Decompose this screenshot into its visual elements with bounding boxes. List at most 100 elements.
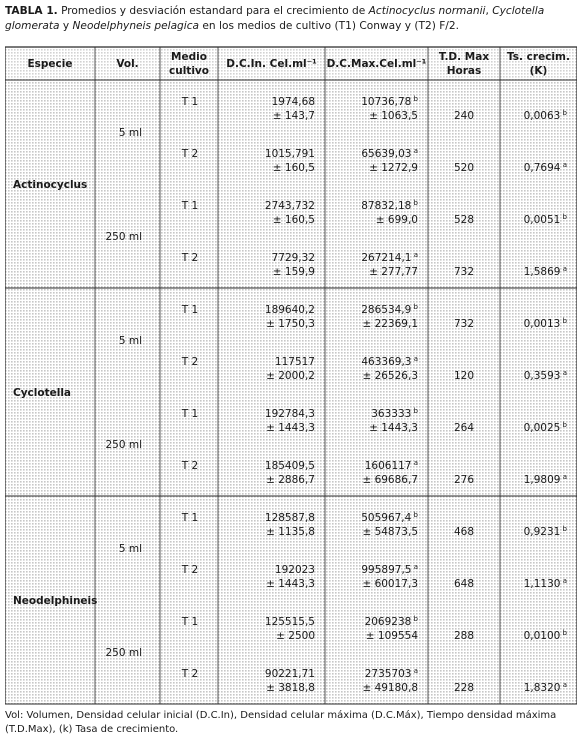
caption-label: TABLA 1.: [5, 5, 58, 17]
k-value: 1,1130 a: [524, 577, 567, 590]
dcin-value: 192784,3: [265, 408, 315, 420]
medio-cell: T 2: [181, 668, 198, 680]
dcin-sd: ± 160,5: [273, 214, 315, 226]
tdmax-value: 228: [454, 682, 474, 694]
tdmax-value: 732: [454, 266, 474, 278]
col-header-tscrecim: Ts. crecim.: [507, 51, 570, 63]
col-header-vol: Vol.: [116, 58, 138, 70]
caption-species-1: Actinocyclus normanii: [368, 5, 486, 17]
dcin-value: 117517: [275, 356, 315, 368]
volume-label: 250 ml: [105, 231, 142, 243]
dcin-sd: ± 2500: [276, 630, 315, 642]
tdmax-value: 264: [454, 422, 474, 434]
dcmax-sd: ± 54873,5: [362, 526, 418, 538]
medio-cell: T 2: [181, 460, 198, 472]
dcmax-value: 2735703 a: [365, 667, 418, 680]
tdmax-value: 240: [454, 110, 474, 122]
caption-species-3: Neodelphyneis pelagica: [72, 20, 200, 32]
col-header-especie: Especie: [27, 58, 72, 70]
medio-cell: T 1: [181, 616, 198, 628]
caption-text-1: Promedios y desviación estandard para el…: [57, 5, 369, 17]
caption-text-2: en los medios de cultivo (T1) Conway y (…: [199, 20, 459, 32]
data-table-svg: Especie Vol. Medio cultivo D.C.In. Cel.ml⁻¹ D…: [5, 46, 577, 705]
dcin-sd: ± 159,9: [273, 266, 315, 278]
medio-cell: T 2: [181, 252, 198, 264]
dcin-sd: ± 1750,3: [266, 318, 315, 330]
species-label: Neodelphineis: [13, 595, 97, 607]
caption-sep-1: ,: [485, 5, 493, 17]
medio-cell: T 1: [181, 408, 198, 420]
dcmax-value: 995897,5 a: [361, 563, 418, 576]
k-value: 0,9231 b: [524, 525, 568, 538]
dcmax-value: 10736,78 b: [361, 95, 418, 108]
tdmax-value: 520: [454, 162, 474, 174]
dcin-sd: ± 1443,3: [266, 578, 315, 590]
tdmax-value: 276: [454, 474, 474, 486]
k-value: 0,0100 b: [524, 629, 568, 642]
dcmax-value: 87832,18 b: [361, 199, 418, 212]
medio-cell: T 1: [181, 512, 198, 524]
volume-label: 250 ml: [105, 647, 142, 659]
dcmax-sd: ± 1272,9: [369, 162, 418, 174]
dcin-value: 2743,732: [265, 200, 315, 212]
dcmax-sd: ± 49180,8: [362, 682, 418, 694]
k-value: 0,7694 a: [524, 161, 567, 174]
medio-cell: T 1: [181, 304, 198, 316]
k-value: 0,0013 b: [524, 317, 568, 330]
k-value: 0,0063 b: [524, 109, 568, 122]
dcmax-value: 2069238 b: [365, 615, 419, 628]
col-header-horas: Horas: [447, 65, 482, 77]
table-footnote: Vol: Volumen, Densidad celular inicial (…: [5, 710, 557, 735]
dcin-sd: ± 160,5: [273, 162, 315, 174]
species-label: Cyclotella: [13, 387, 71, 399]
col-header-cultivo: cultivo: [169, 65, 209, 77]
tdmax-value: 468: [454, 526, 474, 538]
dcmax-sd: ± 60017,3: [362, 578, 418, 590]
volume-label: 5 ml: [119, 543, 142, 555]
table-caption: TABLA 1. Promedios y desviación estandar…: [5, 4, 577, 34]
dcmax-sd: ± 699,0: [376, 214, 418, 226]
dcmax-value: 65639,03 a: [361, 147, 418, 160]
dcmax-value: 1606117 a: [365, 459, 418, 472]
k-value: 1,5869 a: [524, 265, 567, 278]
medio-cell: T 2: [181, 148, 198, 160]
col-header-tdmax: T.D. Max: [439, 51, 489, 63]
dcin-value: 7729,32: [272, 252, 315, 264]
dcmax-sd: ± 109554: [366, 630, 419, 642]
dcin-value: 128587,8: [265, 512, 315, 524]
volume-label: 250 ml: [105, 439, 142, 451]
dcin-sd: ± 143,7: [273, 110, 315, 122]
dcmax-sd: ± 1443,3: [369, 422, 418, 434]
tdmax-value: 288: [454, 630, 474, 642]
tdmax-value: 528: [454, 214, 474, 226]
data-table: Especie Vol. Medio cultivo D.C.In. Cel.ml⁻¹ D…: [5, 43, 577, 706]
dcin-sd: ± 2886,7: [266, 474, 315, 486]
dcmax-value: 267214,1 a: [361, 251, 418, 264]
header-background: [5, 47, 577, 80]
group-background: [5, 80, 577, 288]
k-value: 0,3593 a: [524, 369, 567, 382]
dcin-sd: ± 3818,8: [266, 682, 315, 694]
caption-species-2: Cyclotella glomerata: [5, 5, 545, 32]
medio-cell: T 2: [181, 356, 198, 368]
dcin-value: 189640,2: [265, 304, 315, 316]
dcmax-value: 363333 b: [371, 407, 418, 420]
medio-cell: T 1: [181, 96, 198, 108]
k-value: 0,0025 b: [524, 421, 568, 434]
dcin-sd: ± 2000,2: [266, 370, 315, 382]
dcmax-value: 463369,3 a: [361, 355, 418, 368]
dcmax-value: 505967,4 b: [361, 511, 418, 524]
k-value: 1,9809 a: [524, 473, 567, 486]
dcin-sd: ± 1443,3: [266, 422, 315, 434]
col-header-medio: Medio: [171, 51, 207, 63]
dcmax-sd: ± 22369,1: [362, 318, 418, 330]
dcin-value: 1974,68: [272, 96, 315, 108]
dcin-value: 185409,5: [265, 460, 315, 472]
medio-cell: T 1: [181, 200, 198, 212]
dcin-value: 192023: [275, 564, 315, 576]
dcmax-value: 286534,9 b: [361, 303, 418, 316]
dcmax-sd: ± 69686,7: [362, 474, 418, 486]
dcin-value: 90221,71: [265, 668, 315, 680]
caption-sep-2: y: [59, 20, 73, 32]
dcin-sd: ± 1135,8: [266, 526, 315, 538]
